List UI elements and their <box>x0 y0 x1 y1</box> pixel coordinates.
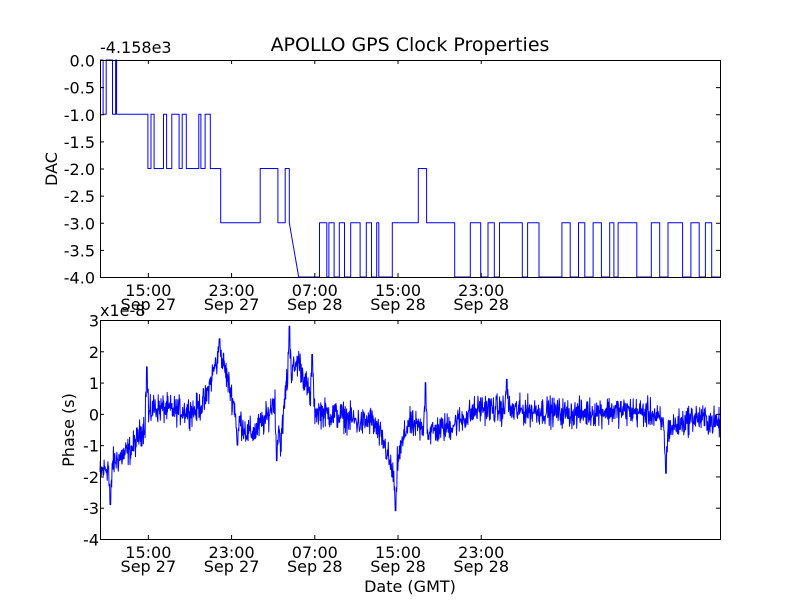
dac-series-layer <box>100 59 720 278</box>
x-tick-date-label: Sep 28 <box>453 295 509 314</box>
x-tick-time-label: 23:00 <box>209 543 255 562</box>
x-tick-date-label: Sep 28 <box>370 295 426 314</box>
x-tick-time-label: 07:00 <box>292 281 338 300</box>
y-tick-label: -2 <box>83 468 99 487</box>
dac-panel: 0.0 -0.5 -1.0 -1.5 -2.0 -2.5 -3.0 -3.5 -4.0 15:0… <box>42 38 721 314</box>
dac-y-ticks: 0.0 -0.5 -1.0 -1.5 -2.0 -2.5 -3.0 -3.5 -4.0 <box>64 52 720 288</box>
y-tick-label: 3 <box>89 312 99 331</box>
x-tick-time-label: 23:00 <box>458 281 504 300</box>
x-tick-time-label: 23:00 <box>458 543 504 562</box>
y-tick-label: -4 <box>83 531 99 550</box>
x-tick-time-label: 15:00 <box>125 543 171 562</box>
x-tick-time-label: 15:00 <box>375 281 421 300</box>
phase-series-line <box>99 325 721 512</box>
y-tick-label: -3 <box>83 499 99 518</box>
x-tick-time-label: 15:00 <box>125 281 171 300</box>
y-tick-label: 0 <box>89 405 99 424</box>
y-tick-label: 2 <box>89 343 99 362</box>
dac-series-line <box>100 59 720 278</box>
chart-title: APOLLO GPS Clock Properties <box>271 34 550 56</box>
y-tick-label: -4.0 <box>64 269 95 288</box>
phase-offset-label: x1e-8 <box>100 301 145 320</box>
y-tick-label: -1.0 <box>64 106 95 125</box>
x-axis-label: Date (GMT) <box>364 577 456 596</box>
x-tick-date-label: Sep 27 <box>204 295 260 314</box>
x-tick-time-label: 07:00 <box>292 543 338 562</box>
phase-series-layer <box>99 325 721 512</box>
x-tick-time-label: 23:00 <box>209 281 255 300</box>
y-tick-label: -2.0 <box>64 160 95 179</box>
x-tick-time-label: 15:00 <box>375 543 421 562</box>
x-tick-date-label: Sep 28 <box>370 557 426 576</box>
y-tick-label: -2.5 <box>64 187 95 206</box>
phase-y-axis-label: Phase (s) <box>59 393 78 467</box>
y-tick-label: 0.0 <box>70 52 95 71</box>
y-tick-label: -1 <box>83 437 99 456</box>
y-tick-label: -1.5 <box>64 133 95 152</box>
x-tick-date-label: Sep 28 <box>287 295 343 314</box>
x-tick-date-label: Sep 27 <box>121 295 177 314</box>
phase-y-ticks: 3 2 1 0 -1 -2 -3 -4 <box>83 312 720 550</box>
y-tick-label: -3.5 <box>64 241 95 260</box>
x-tick-date-label: Sep 28 <box>287 557 343 576</box>
dac-y-axis-label: DAC <box>42 152 61 186</box>
x-tick-date-label: Sep 28 <box>453 557 509 576</box>
x-tick-date-label: Sep 27 <box>121 557 177 576</box>
y-tick-label: -0.5 <box>64 79 95 98</box>
x-tick-date-label: Sep 27 <box>204 557 260 576</box>
y-tick-label: 1 <box>89 374 99 393</box>
dac-offset-label: -4.158e3 <box>100 38 172 57</box>
y-tick-label: -3.0 <box>64 214 95 233</box>
phase-axes-frame <box>100 320 721 540</box>
